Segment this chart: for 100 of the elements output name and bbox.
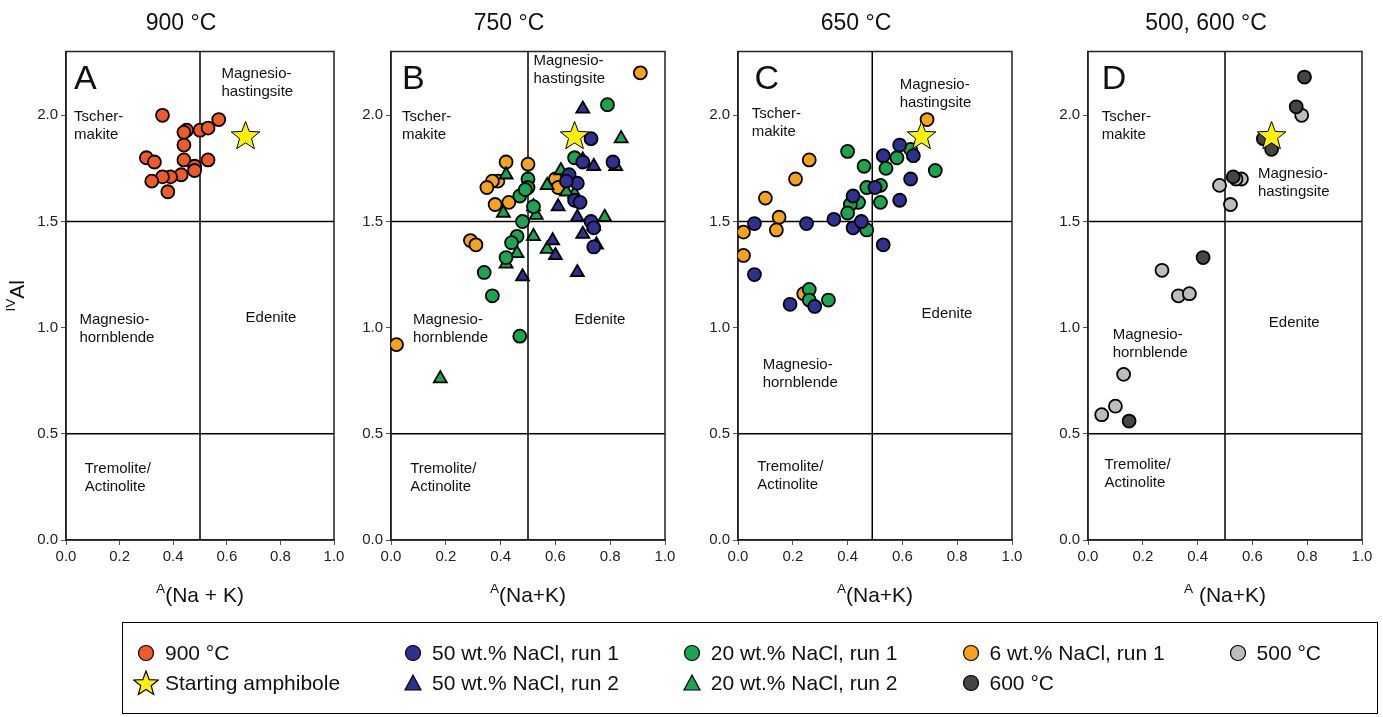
point [1181,286,1197,302]
legend-label: 20 wt.% NaCl, run 2 [710,671,898,695]
point [782,296,798,312]
point [747,216,762,231]
point [600,97,615,113]
point [840,205,855,221]
x-tick-label: 0.4 [1187,547,1209,565]
point [144,173,160,189]
point [597,208,613,222]
point [927,163,943,178]
point [807,299,823,314]
annotation: Edenite [921,304,973,322]
point [768,222,784,238]
y-tick-label: 1.5 [709,211,730,229]
legend-label: 20 wt.% NaCl, run 1 [710,641,898,665]
point [821,292,836,308]
point [176,137,192,153]
point [889,150,905,166]
chart-title: 650 °C [820,9,892,36]
point [548,247,563,261]
y-tick-label: 1.0 [37,317,58,335]
annotation: Tscher- makite [1101,106,1151,142]
x-tick-label: 1.0 [1351,547,1373,565]
point [1094,407,1110,423]
point [550,198,566,212]
y-tick-label: 0.0 [709,530,730,548]
point [515,268,530,282]
annotation: Magnesio- hornblende [412,310,488,346]
point [801,152,817,168]
point [878,160,894,176]
x-tick-label: 0.2 [435,547,457,565]
annotation: Edenite [245,308,297,326]
chart-title: 500, 600 °C [1145,9,1267,36]
point [1121,413,1137,429]
point [583,131,599,147]
x-tick-label: 0.2 [1132,547,1154,565]
y-tick-label: 1.0 [362,317,383,335]
point [572,194,588,210]
point [479,180,495,195]
annotation: Magnesio- hornblende [1112,325,1188,361]
point [586,157,602,171]
point [632,65,648,81]
y-tick-label: 0.5 [362,423,383,441]
point [875,237,891,253]
point [515,214,530,229]
annotation: B [401,57,425,96]
y-tick-label: 1.5 [37,211,58,229]
point [569,264,585,278]
point [155,107,170,123]
point [758,190,773,206]
y-tick-label: 0.5 [37,423,58,441]
point [1212,177,1227,193]
point [559,121,590,150]
point [788,171,803,187]
point [498,166,514,180]
point [211,112,227,127]
point [1223,197,1238,212]
x-tick-label: 0.0 [727,547,749,565]
annotation: Magnesio- hastingsite [533,51,606,87]
annotation: Tremolite/ Actinolite [1104,454,1172,490]
point [771,209,787,225]
chart-title: 750 °C [473,9,545,36]
point [905,148,921,164]
y-tick-label: 1.0 [709,317,730,335]
x-tick-label: 1.0 [1001,547,1023,565]
point [539,176,555,191]
point [853,214,869,229]
annotation: Tscher- makite [401,106,452,142]
point [747,267,762,282]
y-tick-label: 0.5 [1059,423,1080,441]
point [558,173,574,189]
y-tick-label: 2.0 [709,105,730,123]
point [498,250,514,265]
annotation: Tscher- makite [751,104,801,140]
y-tick-label: 2.0 [362,105,383,123]
y-tick-label: 0.0 [37,530,58,548]
annotation: C [754,57,779,96]
x-tick-label: 0.8 [599,547,621,565]
point [892,137,908,153]
point [840,144,855,159]
point [799,216,814,231]
annotation: Tscher- makite [74,106,124,142]
y-axis-title: IVAl [2,280,28,312]
point [875,148,891,164]
point [919,112,935,127]
y-tick-label: 0.0 [362,530,383,548]
point [495,204,511,218]
chart-title: 900 °C [145,9,217,36]
annotation: Tremolite/ Actinolite [84,459,152,495]
point [498,154,514,170]
x-tick-label: 0.8 [1296,547,1318,565]
point [504,235,519,251]
x-axis-title: A (Na+K) [1183,580,1267,606]
point [1116,366,1132,382]
point [526,227,541,241]
point [200,152,216,168]
point [906,121,937,150]
point [1288,99,1304,115]
x-tick-label: 0.8 [269,547,291,565]
x-tick-label: 0.0 [55,547,77,565]
